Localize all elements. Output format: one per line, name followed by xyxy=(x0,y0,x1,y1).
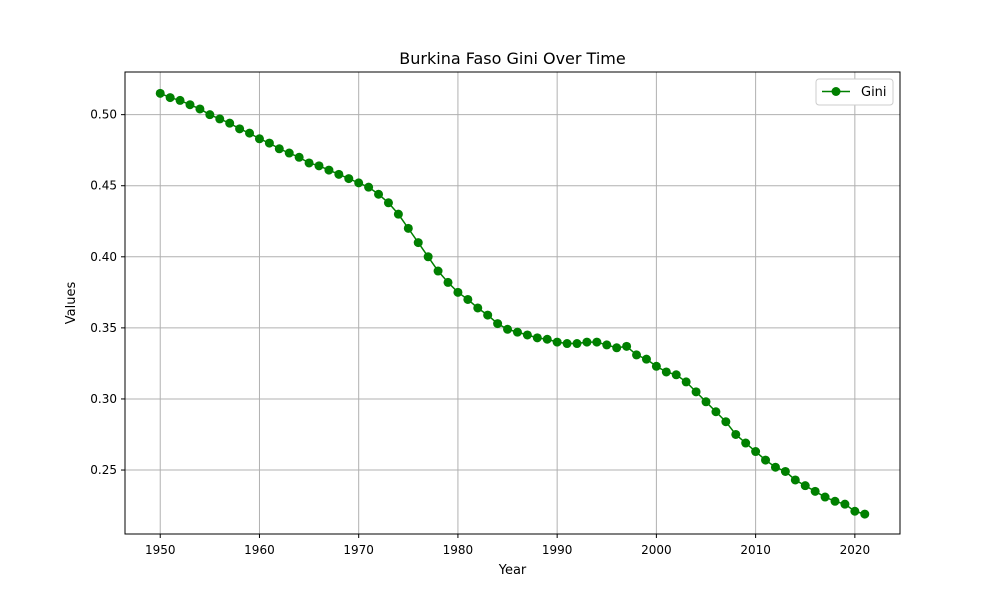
data-point xyxy=(681,377,691,387)
data-point xyxy=(651,361,661,371)
data-point xyxy=(423,252,433,262)
data-point xyxy=(443,277,453,287)
x-tick-label: 1960 xyxy=(244,543,275,557)
data-point xyxy=(503,324,513,334)
y-tick-label: 0.45 xyxy=(90,179,117,193)
data-point xyxy=(463,294,473,304)
data-point xyxy=(780,466,790,476)
data-point xyxy=(572,339,582,349)
data-point xyxy=(731,429,741,439)
data-point xyxy=(552,337,562,347)
data-point xyxy=(294,152,304,162)
grid xyxy=(125,72,900,534)
data-point xyxy=(324,165,334,175)
x-tick-label: 2000 xyxy=(641,543,672,557)
y-axis: 0.25 0.30 0.35 0.40 0.45 0.50 xyxy=(90,108,125,477)
data-point xyxy=(245,128,255,138)
data-point xyxy=(810,486,820,496)
data-point xyxy=(264,138,274,148)
data-point xyxy=(830,496,840,506)
data-point xyxy=(274,144,284,154)
data-point xyxy=(612,343,622,353)
chart-title: Burkina Faso Gini Over Time xyxy=(399,49,625,68)
data-point xyxy=(304,158,314,168)
data-point xyxy=(860,509,870,519)
data-point xyxy=(235,124,245,134)
data-point xyxy=(641,354,651,364)
x-axis: 1950 1960 1970 1980 1990 2000 2010 2020 xyxy=(145,534,870,557)
data-point xyxy=(344,174,354,184)
data-point xyxy=(254,134,264,144)
data-point xyxy=(473,303,483,313)
data-point xyxy=(820,492,830,502)
data-point xyxy=(701,397,711,407)
legend-marker xyxy=(831,87,841,96)
data-point xyxy=(671,370,681,380)
data-point xyxy=(314,161,324,171)
data-point xyxy=(403,223,413,233)
data-point xyxy=(374,189,384,199)
data-point xyxy=(225,118,235,128)
data-point xyxy=(542,334,552,344)
data-point xyxy=(691,387,701,397)
x-tick-label: 1980 xyxy=(443,543,474,557)
y-tick-label: 0.35 xyxy=(90,321,117,335)
data-point xyxy=(284,148,294,158)
data-point xyxy=(512,327,522,337)
series-layer xyxy=(155,88,870,519)
data-point xyxy=(532,333,542,343)
data-point xyxy=(751,447,761,457)
legend-entry-gini: Gini xyxy=(861,85,887,100)
data-point xyxy=(800,481,810,491)
data-point xyxy=(602,340,612,350)
legend-box xyxy=(815,78,894,106)
data-point xyxy=(622,341,632,351)
data-point xyxy=(592,337,602,347)
data-point xyxy=(483,310,493,320)
data-point xyxy=(155,88,165,98)
y-tick-label: 0.50 xyxy=(90,108,117,122)
data-point xyxy=(165,93,175,103)
x-tick-label: 2020 xyxy=(840,543,871,557)
x-axis-label: Year xyxy=(498,563,527,578)
y-axis-label: Values xyxy=(64,282,79,325)
data-point xyxy=(195,104,205,114)
y-tick-label: 0.25 xyxy=(90,463,117,477)
x-tick-label: 1950 xyxy=(145,543,176,557)
data-point xyxy=(433,266,443,276)
y-tick-label: 0.30 xyxy=(90,392,117,406)
data-point xyxy=(770,462,780,472)
data-point xyxy=(661,367,671,377)
data-point xyxy=(334,169,344,179)
data-point xyxy=(383,198,393,208)
data-point xyxy=(741,438,751,448)
plot-frame xyxy=(124,71,901,535)
data-point xyxy=(185,100,195,110)
data-point xyxy=(413,238,423,248)
data-point xyxy=(582,337,592,347)
data-point xyxy=(493,319,503,329)
data-point xyxy=(393,209,403,219)
data-point xyxy=(453,287,463,297)
data-point xyxy=(205,110,215,120)
data-point xyxy=(840,499,850,509)
data-point xyxy=(632,350,642,360)
data-point xyxy=(562,339,572,349)
data-point xyxy=(215,114,225,124)
data-point xyxy=(522,330,532,340)
legend: Gini xyxy=(815,78,894,106)
x-tick-label: 1990 xyxy=(542,543,573,557)
data-point xyxy=(364,182,374,192)
x-tick-label: 2010 xyxy=(740,543,771,557)
data-point xyxy=(354,178,364,188)
data-point xyxy=(850,506,860,516)
x-tick-label: 1970 xyxy=(343,543,374,557)
data-point xyxy=(711,407,721,417)
data-point xyxy=(721,417,731,427)
data-point xyxy=(175,95,185,105)
data-point xyxy=(790,475,800,485)
data-point xyxy=(761,455,771,465)
y-tick-label: 0.40 xyxy=(90,250,117,264)
